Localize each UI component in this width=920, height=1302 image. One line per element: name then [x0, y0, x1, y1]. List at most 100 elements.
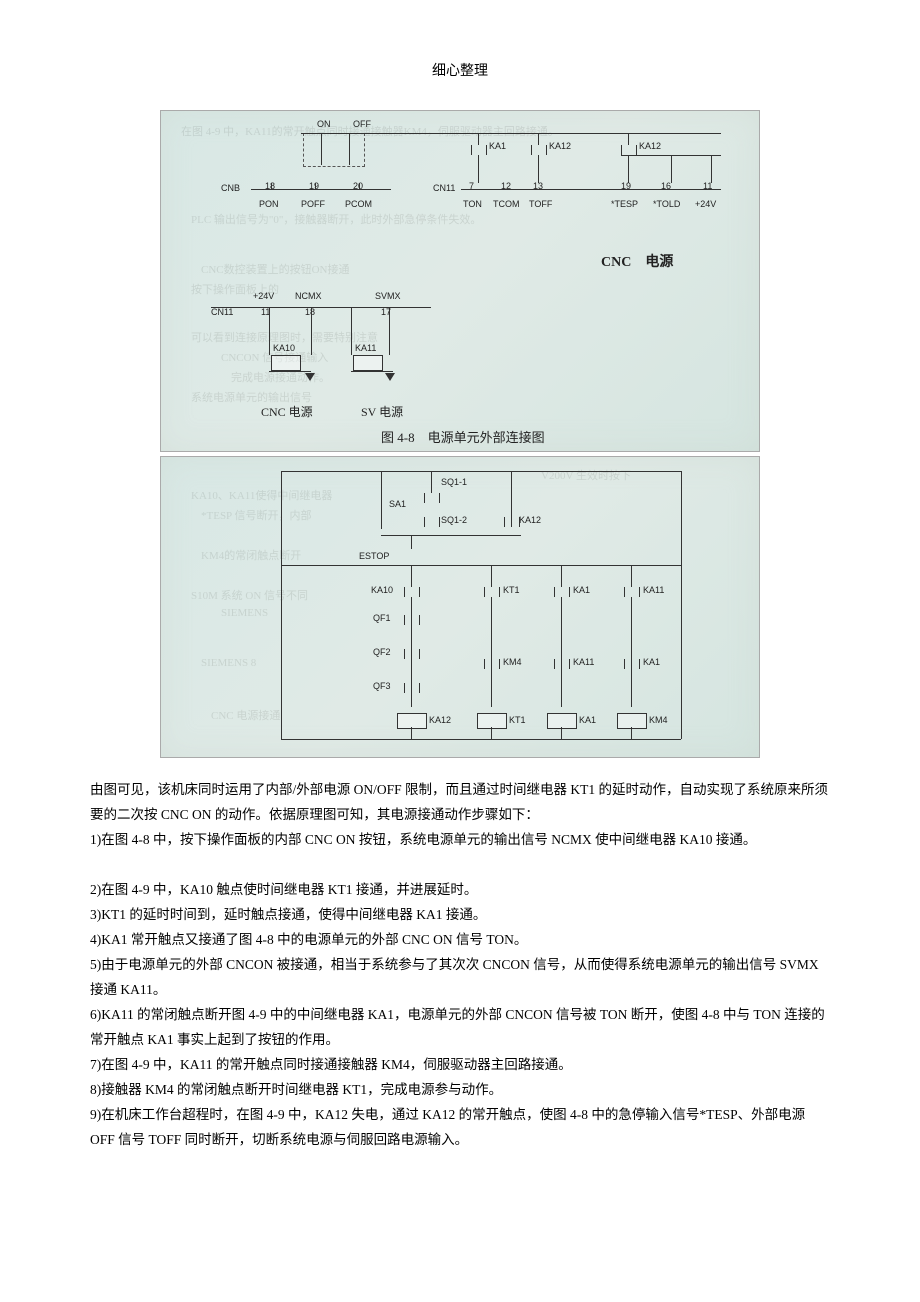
label-ka11: KA11: [573, 657, 594, 667]
contact-sq12: [424, 517, 440, 527]
label-ka11: KA11: [643, 585, 664, 595]
contact-qf1: [404, 615, 420, 625]
relay-ka11: [353, 355, 383, 371]
wire: [281, 739, 681, 740]
contact-sq11: [424, 493, 440, 503]
contact-ka1: [624, 659, 640, 669]
ghost-text: SIEMENS: [221, 607, 268, 619]
label-pcom: PCOM: [345, 199, 372, 209]
label-off: OFF: [353, 119, 371, 129]
figure-4-9: V200V 生效时按下 KA10、KA11使得中间继电器 *TESP 信号断开，…: [160, 456, 760, 758]
contact-ka12: [531, 145, 547, 155]
label-told: *TOLD: [653, 199, 680, 209]
label-ka1: KA1: [489, 141, 506, 151]
label-sq12: SQ1-2: [441, 515, 467, 525]
wire: [315, 183, 316, 189]
paragraph-step2: 2)在图 4-9 中，KA10 触点使时间继电器 KT1 接通，并进展延时。: [90, 878, 830, 903]
label-16: 16: [661, 181, 671, 191]
body-text: 由图可见，该机床同时运用了内部/外部电源 ON/OFF 限制，而且通过时间继电器…: [90, 778, 830, 1153]
label-coil-ka12: KA12: [429, 715, 451, 725]
label-7: 7: [469, 181, 474, 191]
paragraph-step7: 7)在图 4-9 中，KA11 的常开触点同时接通接触器 KM4，伺服驱动器主回…: [90, 1053, 830, 1078]
ground-icon: [385, 373, 395, 381]
label-sq11: SQ1-1: [441, 477, 467, 487]
wire: [538, 133, 539, 145]
label-ncmx: NCMX: [295, 291, 322, 301]
wire: [269, 307, 270, 355]
wire: [631, 565, 632, 587]
label-20: 20: [353, 181, 363, 191]
label-km4: KM4: [503, 657, 522, 667]
wire: [281, 471, 282, 739]
paragraph-step8: 8)接触器 KM4 的常闭触点断开时间继电器 KT1，完成电源参与动作。: [90, 1078, 830, 1103]
wire: [631, 727, 632, 739]
label-coil-ka1: KA1: [579, 715, 596, 725]
label-ka12: KA12: [639, 141, 661, 151]
figure-4-8-caption: 图 4-8 电源单元外部连接图: [381, 427, 545, 446]
wire: [538, 155, 539, 183]
wire: [621, 155, 721, 156]
label-ka1: KA1: [643, 657, 660, 667]
wire: [301, 133, 721, 134]
wire: [491, 597, 492, 707]
wire: [671, 155, 672, 183]
wire: [351, 307, 352, 355]
contact-qf2: [404, 649, 420, 659]
label-kt1: KT1: [503, 585, 520, 595]
label-cn11: CN11: [211, 307, 233, 317]
contact-ka1: [471, 145, 487, 155]
label-cnc-power: CNC 电源: [261, 403, 313, 420]
label-ka12: KA12: [519, 515, 541, 525]
label-cn11: CN11: [433, 183, 455, 193]
page-header: 细心整理: [90, 60, 830, 80]
paragraph-step6: 6)KA11 的常闭触点断开图 4-9 中的中间继电器 KA1，电源单元的外部 …: [90, 1003, 830, 1053]
coil-kt1: [477, 713, 507, 729]
ghost-text: KA10、KA11使得中间继电器: [191, 487, 332, 503]
wire: [381, 535, 521, 536]
label-24v: +24V: [695, 199, 716, 209]
wire: [478, 133, 479, 145]
wire: [561, 597, 562, 707]
label-cnc-power-big: CNC 电源: [601, 251, 673, 271]
label-13: 13: [533, 181, 543, 191]
ground-icon: [305, 373, 315, 381]
wire: [411, 535, 412, 549]
paragraph-step1: 1)在图 4-8 中，按下操作面板的内部 CNC ON 按钮，系统电源单元的输出…: [90, 828, 830, 853]
on-off-switch: [303, 133, 365, 167]
label-18: 18: [305, 307, 315, 317]
label-cnb: CNB: [221, 183, 240, 193]
label-svmx: SVMX: [375, 291, 401, 301]
label-coil-km4: KM4: [649, 715, 668, 725]
label-qf2: QF2: [373, 647, 391, 657]
wire: [271, 183, 272, 189]
label-coil-kt1: KT1: [509, 715, 526, 725]
label-24v: +24V: [253, 291, 274, 301]
wire: [351, 371, 393, 372]
coil-ka12: [397, 713, 427, 729]
label-sv-power: SV 电源: [361, 403, 403, 420]
wire: [281, 565, 681, 566]
wire: [628, 155, 629, 183]
label-19: 19: [621, 181, 631, 191]
label-11: 11: [703, 181, 712, 191]
ghost-text: PLC 输出信号为"0"，接触器断开，此时外部急停条件失效。: [191, 211, 481, 227]
ghost-text: S10M 系统 ON 信号不同: [191, 587, 308, 603]
label-18: 18: [265, 181, 275, 191]
ghost-text: KM4的常闭触点断开: [201, 547, 301, 563]
wire: [478, 155, 479, 183]
figure-4-8: 在图 4-9 中，KA11的常开触点同时接通接触器KM4，伺服驱动器主回路接通。…: [160, 110, 760, 452]
contact-ka11: [624, 587, 640, 597]
label-on: ON: [317, 119, 331, 129]
wire: [269, 371, 311, 372]
coil-km4: [617, 713, 647, 729]
wire: [631, 597, 632, 707]
label-ka11: KA11: [355, 343, 376, 353]
relay-ka10: [271, 355, 301, 371]
wire: [561, 565, 562, 587]
label-sa1: SA1: [389, 499, 406, 509]
label-tesp: *TESP: [611, 199, 638, 209]
ghost-text: CNC 电源接通: [211, 707, 280, 723]
figure-4-8-container: 在图 4-9 中，KA11的常开触点同时接通接触器KM4，伺服驱动器主回路接通。…: [160, 110, 760, 758]
contact-ka10: [404, 587, 420, 597]
contact-ka12: [621, 145, 637, 155]
